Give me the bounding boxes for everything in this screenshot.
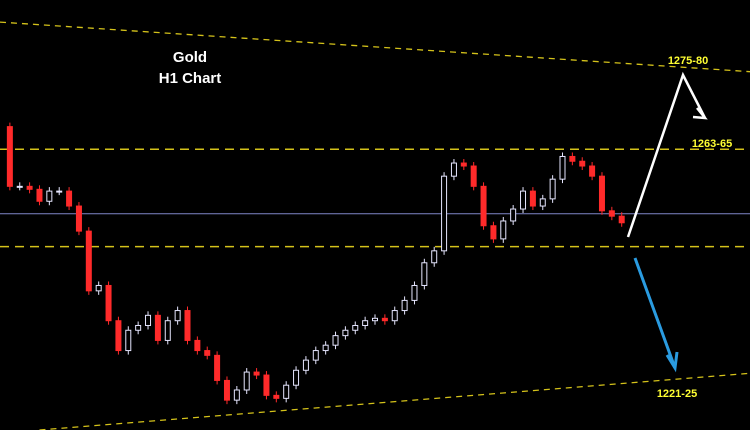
candle-body	[85, 230, 92, 292]
candle-body	[401, 299, 408, 312]
candle-body	[154, 314, 161, 341]
level-label: 1263-65	[692, 138, 732, 150]
candle-body	[470, 165, 477, 187]
candle-body	[381, 317, 388, 322]
candle-body	[500, 220, 507, 240]
candles	[6, 122, 625, 405]
candle-body	[243, 371, 250, 391]
trend-line	[39, 372, 750, 430]
candle-body	[214, 354, 221, 381]
candle-body	[549, 178, 556, 200]
candle-body	[115, 320, 122, 352]
candle-body	[36, 188, 43, 202]
candle-body	[441, 175, 448, 252]
candle-body	[253, 371, 260, 376]
candle-body	[411, 284, 418, 301]
candle-body	[322, 344, 329, 352]
candle-body	[174, 310, 181, 322]
candle-body	[125, 329, 132, 352]
forecast-arrow-down	[633, 257, 677, 369]
candle-body	[618, 215, 625, 224]
candle-body	[46, 190, 53, 202]
candle-body	[95, 284, 102, 292]
candle-body	[16, 185, 23, 188]
candle-body	[342, 329, 349, 337]
candle-body	[312, 350, 319, 361]
candle-body	[559, 155, 566, 180]
candle-body	[431, 250, 438, 264]
candle-body	[75, 205, 82, 232]
candle-body	[520, 190, 527, 210]
candle-body	[510, 208, 517, 222]
candle-body	[589, 165, 596, 177]
candle-body	[233, 389, 240, 401]
candle-body	[26, 185, 33, 190]
candle-body	[460, 162, 467, 167]
candle-body	[332, 335, 339, 346]
chart-subtitle: H1 Chart	[159, 70, 222, 87]
candle-body	[283, 384, 290, 399]
candle-body	[273, 394, 280, 399]
candle-body	[569, 155, 576, 162]
candle-body	[480, 185, 487, 227]
candle-body	[391, 310, 398, 322]
candle-body	[421, 262, 428, 286]
lines	[0, 21, 750, 430]
candle-body	[56, 190, 63, 193]
level-label: 1221-25	[657, 388, 697, 400]
candle-body	[194, 339, 201, 352]
candle-body	[263, 374, 270, 396]
trend-line	[0, 21, 750, 73]
candle-body	[579, 160, 586, 167]
arrow-head	[665, 351, 679, 373]
candle-body	[105, 284, 112, 322]
candle-body	[529, 190, 536, 207]
candle-body	[362, 320, 369, 326]
candle-body	[608, 210, 615, 217]
candle-body	[539, 198, 546, 207]
arrow-head	[692, 107, 708, 120]
candle-body	[293, 369, 300, 386]
candle-body	[598, 175, 605, 212]
candle-body	[66, 190, 73, 207]
candle-body	[145, 314, 152, 326]
candle-body	[184, 310, 191, 341]
forecast-arrow-up	[626, 71, 707, 238]
level-label: 1275-80	[668, 55, 708, 67]
candle-body	[204, 350, 211, 356]
candle-body	[302, 359, 309, 371]
candle-body	[490, 225, 497, 240]
candle-body	[372, 317, 378, 322]
candle-body	[164, 320, 171, 341]
candle-body	[135, 324, 142, 331]
candle-body	[352, 324, 359, 331]
candle-body	[6, 126, 13, 187]
chart-title: Gold	[173, 49, 207, 66]
candle-body	[450, 162, 457, 177]
candle-body	[223, 379, 230, 401]
